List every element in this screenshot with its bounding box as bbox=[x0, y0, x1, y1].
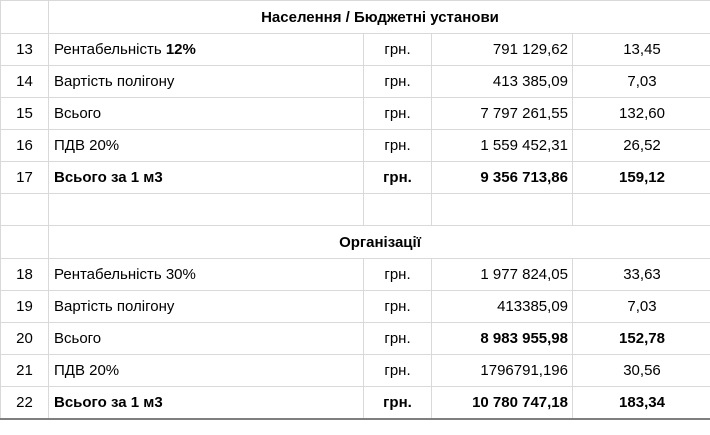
row-rate[interactable]: 33,63 bbox=[572, 258, 710, 291]
row-number[interactable]: 20 bbox=[0, 322, 49, 355]
row-amount[interactable]: 10 780 747,18 bbox=[431, 386, 573, 420]
row-unit[interactable]: грн. bbox=[363, 161, 432, 194]
row-unit[interactable]: грн. bbox=[363, 65, 432, 98]
row-unit[interactable]: грн. bbox=[363, 322, 432, 355]
cell[interactable] bbox=[431, 193, 573, 226]
row-unit[interactable]: грн. bbox=[363, 386, 432, 420]
row-unit[interactable]: грн. bbox=[363, 97, 432, 130]
total-row: 17 Всього за 1 м3 грн. 9 356 713,86 159,… bbox=[0, 161, 710, 194]
row-amount[interactable]: 7 797 261,55 bbox=[431, 97, 573, 130]
row-amount[interactable]: 1796791,196 bbox=[431, 354, 573, 387]
cell[interactable] bbox=[363, 193, 432, 226]
row-rate[interactable]: 132,60 bbox=[572, 97, 710, 130]
row-unit[interactable]: грн. bbox=[363, 258, 432, 291]
row-number[interactable]: 16 bbox=[0, 129, 49, 162]
table-row: 19 Вартість полігону грн. 413385,09 7,03 bbox=[0, 290, 710, 323]
row-number[interactable]: 22 bbox=[0, 386, 49, 420]
row-unit[interactable]: грн. bbox=[363, 290, 432, 323]
cell[interactable] bbox=[572, 193, 710, 226]
section-header-row: Організації bbox=[0, 225, 710, 259]
empty-row bbox=[0, 193, 710, 226]
row-unit[interactable]: грн. bbox=[363, 33, 432, 66]
row-unit[interactable]: грн. bbox=[363, 354, 432, 387]
row-label[interactable]: Всього bbox=[48, 322, 364, 355]
row-rate[interactable]: 152,78 bbox=[572, 322, 710, 355]
section-header-row: Населення / Бюджетні установи bbox=[0, 0, 710, 34]
table-row: 16 ПДВ 20% грн. 1 559 452,31 26,52 bbox=[0, 129, 710, 162]
row-number[interactable]: 14 bbox=[0, 65, 49, 98]
tariff-table: Населення / Бюджетні установи 13 Рентабе… bbox=[0, 0, 710, 420]
row-label[interactable]: Всього за 1 м3 bbox=[48, 161, 364, 194]
row-label-text: Рентабельність bbox=[54, 41, 166, 58]
table-row: 15 Всього грн. 7 797 261,55 132,60 bbox=[0, 97, 710, 130]
row-number[interactable]: 18 bbox=[0, 258, 49, 291]
total-row: 22 Всього за 1 м3 грн. 10 780 747,18 183… bbox=[0, 386, 710, 420]
row-amount[interactable]: 413385,09 bbox=[431, 290, 573, 323]
cell[interactable] bbox=[0, 0, 49, 34]
table-row: 14 Вартість полігону грн. 413 385,09 7,0… bbox=[0, 65, 710, 98]
row-rate[interactable]: 183,34 bbox=[572, 386, 710, 420]
table-row: 21 ПДВ 20% грн. 1796791,196 30,56 bbox=[0, 354, 710, 387]
section-title[interactable]: Організації bbox=[48, 225, 710, 259]
row-amount[interactable]: 413 385,09 bbox=[431, 65, 573, 98]
row-number[interactable]: 17 bbox=[0, 161, 49, 194]
section-title[interactable]: Населення / Бюджетні установи bbox=[48, 0, 710, 34]
row-amount[interactable]: 1 977 824,05 bbox=[431, 258, 573, 291]
row-rate[interactable]: 30,56 bbox=[572, 354, 710, 387]
row-label[interactable]: Вартість полігону bbox=[48, 290, 364, 323]
row-amount[interactable]: 791 129,62 bbox=[431, 33, 573, 66]
row-label[interactable]: Вартість полігону bbox=[48, 65, 364, 98]
table-row: 13 Рентабельність 12% грн. 791 129,62 13… bbox=[0, 33, 710, 66]
row-label[interactable]: Всього bbox=[48, 97, 364, 130]
row-amount[interactable]: 9 356 713,86 bbox=[431, 161, 573, 194]
row-rate[interactable]: 7,03 bbox=[572, 65, 710, 98]
row-amount[interactable]: 1 559 452,31 bbox=[431, 129, 573, 162]
row-rate[interactable]: 26,52 bbox=[572, 129, 710, 162]
table-row: 18 Рентабельність 30% грн. 1 977 824,05 … bbox=[0, 258, 710, 291]
row-rate[interactable]: 159,12 bbox=[572, 161, 710, 194]
row-label[interactable]: Рентабельність 30% bbox=[48, 258, 364, 291]
cell[interactable] bbox=[48, 193, 364, 226]
row-label-rate: 12% bbox=[165, 41, 196, 58]
row-number[interactable]: 15 bbox=[0, 97, 49, 130]
row-label[interactable]: Всього за 1 м3 bbox=[48, 386, 364, 420]
cell[interactable] bbox=[0, 193, 49, 226]
row-unit[interactable]: грн. bbox=[363, 129, 432, 162]
row-label[interactable]: ПДВ 20% bbox=[48, 354, 364, 387]
table-row: 20 Всього грн. 8 983 955,98 152,78 bbox=[0, 322, 710, 355]
row-number[interactable]: 13 bbox=[0, 33, 49, 66]
row-rate[interactable]: 13,45 bbox=[572, 33, 710, 66]
row-amount[interactable]: 8 983 955,98 bbox=[431, 322, 573, 355]
row-label[interactable]: Рентабельність 12% bbox=[48, 33, 364, 66]
row-number[interactable]: 21 bbox=[0, 354, 49, 387]
row-rate[interactable]: 7,03 bbox=[572, 290, 710, 323]
cell[interactable] bbox=[0, 225, 49, 259]
row-number[interactable]: 19 bbox=[0, 290, 49, 323]
row-label[interactable]: ПДВ 20% bbox=[48, 129, 364, 162]
